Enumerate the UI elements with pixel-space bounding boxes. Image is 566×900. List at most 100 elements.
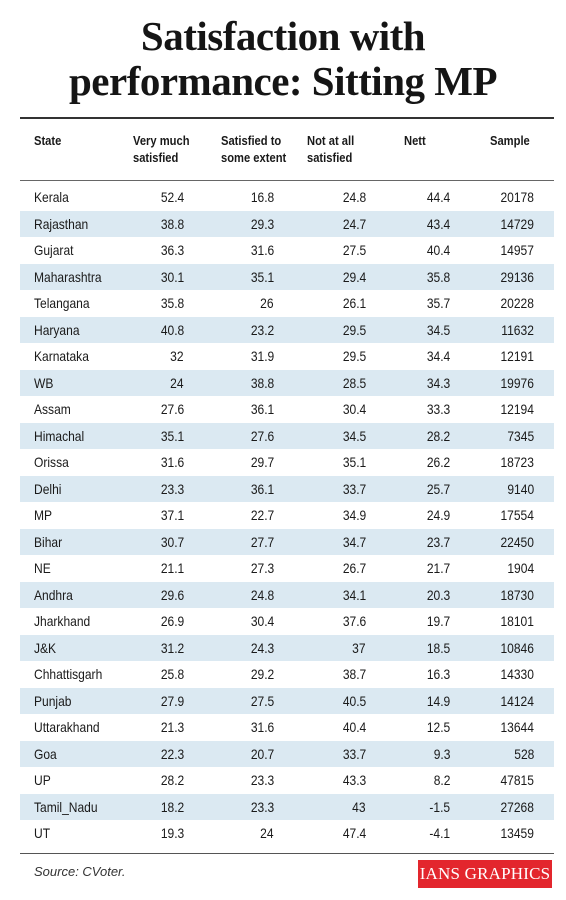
cell-satisfied-some-extent: 26: [260, 295, 274, 311]
table-row: Uttarakhand 21.3 31.6 40.4 12.5 13644: [20, 714, 554, 741]
cell-sample: 12191: [500, 348, 534, 364]
cell-nett: 26.2: [426, 454, 450, 470]
cell-very-much-satisfied: 22.3: [160, 745, 184, 762]
table-row: UP 28.2 23.3 43.3 8.2 47815: [20, 767, 554, 794]
cell-state: Orissa: [34, 454, 69, 470]
cell-very-much-satisfied: 27.9: [160, 692, 184, 709]
cell-satisfied-some-extent: 27.3: [250, 560, 274, 576]
table-row: Kerala 52.4 16.8 24.8 44.4 20178: [20, 184, 554, 211]
cell-satisfied-some-extent: 27.6: [250, 427, 274, 444]
cell-very-much-satisfied: 18.2: [160, 798, 184, 815]
cell-very-much-satisfied: 19.3: [160, 825, 184, 841]
cell-nett: 9.3: [433, 745, 450, 762]
cell-satisfied-some-extent: 29.2: [250, 666, 274, 682]
cell-not-at-all-satisfied: 24.8: [342, 189, 366, 205]
cell-very-much-satisfied: 31.6: [160, 454, 184, 470]
table-row: UT 19.3 24 47.4 -4.1 13459: [20, 820, 554, 847]
cell-satisfied-some-extent: 27.7: [250, 533, 274, 550]
cell-satisfied-some-extent: 24.3: [250, 639, 274, 656]
cell-satisfied-some-extent: 20.7: [250, 745, 274, 762]
cell-nett: 23.7: [426, 533, 450, 550]
cell-sample: 20228: [500, 295, 534, 311]
cell-not-at-all-satisfied: 38.7: [342, 666, 366, 682]
table-row: Punjab 27.9 27.5 40.5 14.9 14124: [20, 687, 554, 714]
table-body: Kerala 52.4 16.8 24.8 44.4 20178 Rajasthan 38.8…: [20, 184, 554, 847]
cell-not-at-all-satisfied: 29.5: [342, 321, 366, 338]
header-rule: [20, 180, 554, 181]
header-state: State: [34, 133, 62, 148]
cell-not-at-all-satisfied: 33.7: [342, 480, 366, 497]
cell-very-much-satisfied: 29.6: [160, 586, 184, 603]
table-row: Telangana 35.8 26 26.1 35.7 20228: [20, 290, 554, 317]
cell-not-at-all-satisfied: 34.7: [342, 533, 366, 550]
cell-satisfied-some-extent: 24.8: [250, 586, 274, 603]
cell-satisfied-some-extent: 31.6: [250, 242, 274, 258]
table-row: Delhi 23.3 36.1 33.7 25.7 9140: [20, 475, 554, 502]
cell-sample: 1904: [507, 560, 534, 576]
table-header-row: State Very much satisfied Satisfied to s…: [20, 124, 554, 174]
cell-nett: 43.4: [426, 215, 450, 232]
cell-not-at-all-satisfied: 33.7: [342, 745, 366, 762]
cell-satisfied-some-extent: 31.6: [250, 719, 274, 735]
cell-nett: 34.4: [426, 348, 450, 364]
cell-nett: 35.7: [426, 295, 450, 311]
table-row: Jharkhand 26.9 30.4 37.6 19.7 18101: [20, 608, 554, 635]
cell-satisfied-some-extent: 16.8: [250, 189, 274, 205]
cell-nett: 16.3: [426, 666, 450, 682]
cell-very-much-satisfied: 35.1: [160, 427, 184, 444]
cell-satisfied-some-extent: 38.8: [250, 374, 274, 391]
cell-not-at-all-satisfied: 34.5: [342, 427, 366, 444]
cell-satisfied-some-extent: 30.4: [250, 613, 274, 629]
table-row: MP 37.1 22.7 34.9 24.9 17554: [20, 502, 554, 529]
cell-nett: 14.9: [426, 692, 450, 709]
cell-nett: 25.7: [426, 480, 450, 497]
cell-not-at-all-satisfied: 34.1: [342, 586, 366, 603]
table-row: Andhra 29.6 24.8 34.1 20.3 18730: [20, 581, 554, 608]
cell-sample: 10846: [500, 639, 534, 656]
cell-sample: 18723: [500, 454, 534, 470]
cell-very-much-satisfied: 31.2: [160, 639, 184, 656]
ians-graphics-logo: IANS GRAPHICS: [418, 860, 552, 888]
cell-nett: 34.5: [426, 321, 450, 338]
cell-satisfied-some-extent: 29.7: [250, 454, 274, 470]
title-line-1: Satisfaction with: [140, 13, 426, 59]
table-row: Karnataka 32 31.9 29.5 34.4 12191: [20, 343, 554, 370]
cell-sample: 12194: [500, 401, 534, 417]
cell-sample: 20178: [500, 189, 534, 205]
cell-state: Chhattisgarh: [34, 666, 103, 682]
cell-sample: 528: [513, 745, 534, 762]
cell-very-much-satisfied: 30.7: [160, 533, 184, 550]
cell-state: Assam: [34, 401, 71, 417]
cell-sample: 18730: [500, 586, 534, 603]
cell-not-at-all-satisfied: 27.5: [342, 242, 366, 258]
cell-very-much-satisfied: 26.9: [160, 613, 184, 629]
cell-state: Jharkhand: [34, 613, 91, 629]
cell-very-much-satisfied: 37.1: [160, 507, 184, 523]
cell-not-at-all-satisfied: 30.4: [342, 401, 366, 417]
top-rule: [20, 117, 554, 119]
cell-very-much-satisfied: 21.1: [160, 560, 184, 576]
title-line-2: performance: Sitting MP: [69, 58, 498, 104]
cell-state: Maharashtra: [34, 268, 102, 285]
cell-state: Andhra: [34, 586, 73, 603]
cell-satisfied-some-extent: 27.5: [250, 692, 274, 709]
cell-not-at-all-satisfied: 28.5: [342, 374, 366, 391]
cell-nett: -4.1: [429, 825, 450, 841]
cell-nett: 34.3: [426, 374, 450, 391]
table-row: Haryana 40.8 23.2 29.5 34.5 11632: [20, 316, 554, 343]
cell-very-much-satisfied: 40.8: [160, 321, 184, 338]
table-row: Goa 22.3 20.7 33.7 9.3 528: [20, 740, 554, 767]
cell-state: Haryana: [34, 321, 80, 338]
cell-satisfied-some-extent: 31.9: [250, 348, 274, 364]
header-very-much-satisfied: Very much satisfied: [133, 133, 190, 165]
cell-nett: 8.2: [433, 772, 450, 788]
cell-state: Uttarakhand: [34, 719, 100, 735]
cell-state: Karnataka: [34, 348, 89, 364]
table-row: Maharashtra 30.1 35.1 29.4 35.8 29136: [20, 263, 554, 290]
table-row: Orissa 31.6 29.7 35.1 26.2 18723: [20, 449, 554, 476]
chart-title: Satisfaction with performance: Sitting M…: [0, 14, 566, 104]
cell-state: Punjab: [34, 692, 72, 709]
cell-sample: 17554: [500, 507, 534, 523]
cell-not-at-all-satisfied: 35.1: [342, 454, 366, 470]
cell-state: UT: [34, 825, 51, 841]
